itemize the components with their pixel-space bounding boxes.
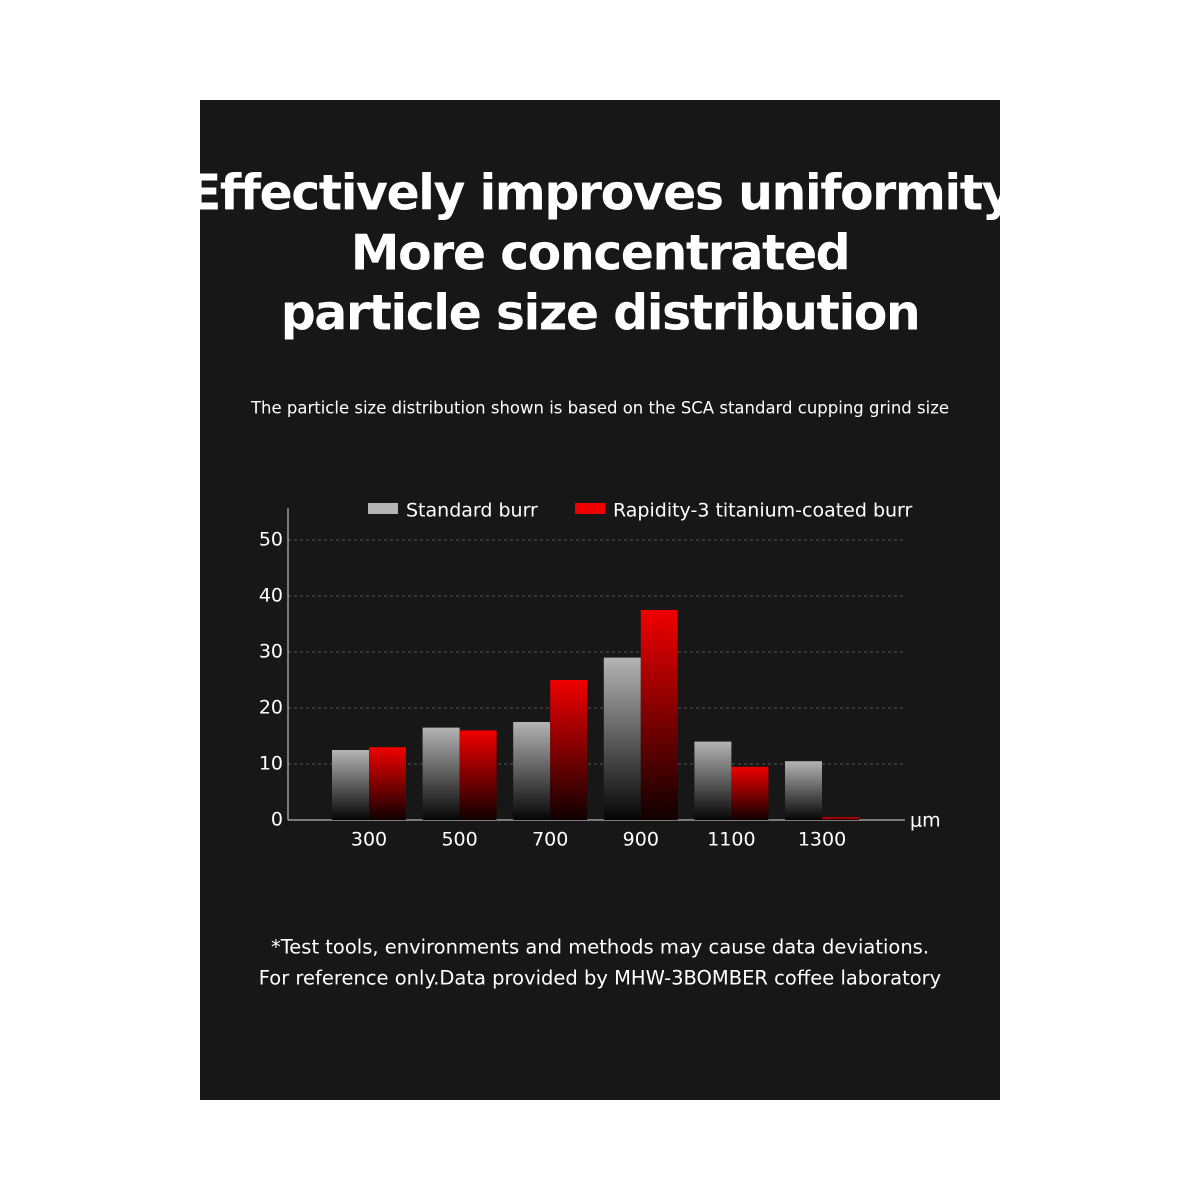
footnote: *Test tools, environments and methods ma… xyxy=(271,936,929,959)
footnote: For reference only.Data provided by MHW-… xyxy=(259,967,941,990)
bar xyxy=(550,680,588,820)
x-tick-label: 1100 xyxy=(707,829,755,851)
legend-swatch xyxy=(575,503,605,514)
x-tick-label: 700 xyxy=(532,829,568,851)
x-unit: μm xyxy=(910,810,941,832)
x-tick-label: 1300 xyxy=(798,829,846,851)
y-tick-label: 0 xyxy=(271,809,283,831)
bar xyxy=(640,610,678,820)
y-tick-label: 30 xyxy=(259,641,283,663)
legend-swatch xyxy=(368,503,398,514)
subtitle: The particle size distribution shown is … xyxy=(250,399,949,418)
x-tick-label: 900 xyxy=(623,829,659,851)
bar xyxy=(422,727,460,820)
y-tick-label: 20 xyxy=(259,697,283,719)
panel xyxy=(200,100,1000,1100)
title-line: More concentrated xyxy=(351,225,850,282)
bar xyxy=(513,722,551,820)
x-tick-label: 300 xyxy=(351,829,387,851)
bar xyxy=(822,817,859,820)
bar xyxy=(332,750,369,820)
bar xyxy=(731,766,769,820)
title-line: Effectively improves uniformity xyxy=(188,165,1014,222)
y-tick-label: 40 xyxy=(259,585,283,607)
bar xyxy=(694,741,732,820)
bar xyxy=(603,657,641,820)
bar xyxy=(785,761,822,820)
x-tick-label: 500 xyxy=(441,829,477,851)
bar xyxy=(459,730,497,820)
bar xyxy=(369,747,406,820)
y-tick-label: 10 xyxy=(259,753,283,775)
y-tick-label: 50 xyxy=(259,529,283,551)
title-line: particle size distribution xyxy=(281,285,920,342)
legend-label: Rapidity-3 titanium-coated burr xyxy=(613,500,913,522)
legend-label: Standard burr xyxy=(406,500,538,522)
